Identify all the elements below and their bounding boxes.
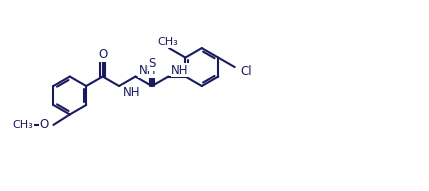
Text: S: S bbox=[148, 57, 156, 70]
Text: O: O bbox=[98, 48, 107, 61]
Text: CH₃: CH₃ bbox=[157, 37, 178, 47]
Text: CH₃: CH₃ bbox=[13, 120, 33, 130]
Text: O: O bbox=[39, 118, 48, 131]
Text: NH: NH bbox=[139, 64, 157, 77]
Text: NH: NH bbox=[171, 64, 189, 77]
Text: Cl: Cl bbox=[241, 65, 252, 78]
Text: NH: NH bbox=[123, 86, 140, 99]
